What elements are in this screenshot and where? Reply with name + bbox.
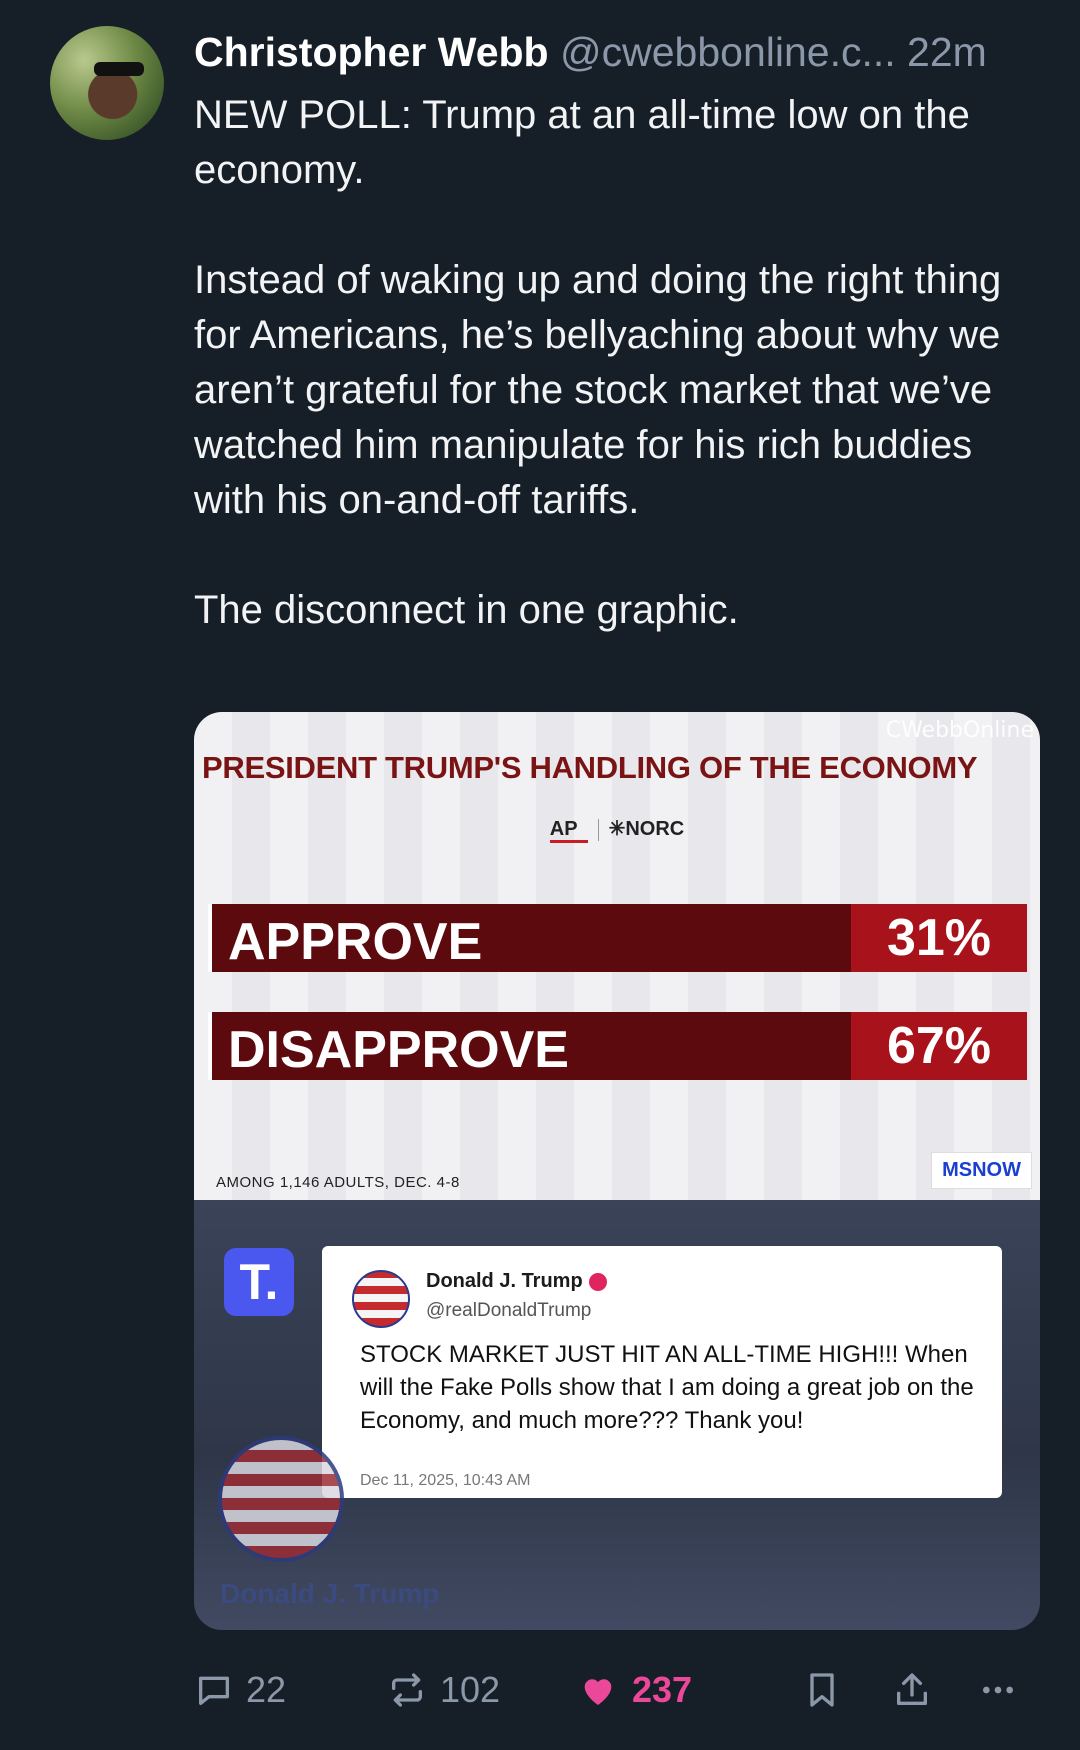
- like-count: 237: [632, 1669, 693, 1710]
- post-header: Christopher Webb @cwebbonline.c... 22m: [194, 28, 1040, 76]
- post-paragraph: Instead of waking up and doing the right…: [194, 258, 1002, 522]
- reply-button[interactable]: 22: [194, 1660, 286, 1720]
- truth-profile-avatar: [218, 1436, 344, 1562]
- action-bar: 22 102 237: [0, 1660, 1080, 1720]
- heart-icon: [584, 1679, 612, 1705]
- post-image[interactable]: CWebbOnline PRESIDENT TRUMP'S HANDLING O…: [194, 712, 1040, 1630]
- post-paragraph: The disconnect in one graphic.: [194, 588, 739, 632]
- watermark: CWebbOnline: [885, 718, 1034, 743]
- avatar-glasses: [94, 62, 144, 76]
- msnow-logo: MSNOW: [931, 1152, 1032, 1189]
- like-button[interactable]: 237: [576, 1660, 692, 1720]
- disapprove-label: DISAPPROVE: [228, 1021, 569, 1079]
- author-avatar[interactable]: [50, 26, 164, 140]
- verified-icon: [588, 1272, 607, 1291]
- poll-footnote: AMONG 1,146 ADULTS, DEC. 4-8: [216, 1174, 460, 1191]
- approve-value: 31%: [851, 904, 1027, 972]
- truth-social-logo: T.: [224, 1248, 294, 1316]
- repost-count: 102: [440, 1669, 501, 1710]
- truth-date: Dec 11, 2025, 10:43 AM: [360, 1472, 531, 1489]
- truth-social-screenshot: T. Donald J. Trump @realDonaldTrump STOC…: [194, 1200, 1040, 1630]
- repost-button[interactable]: 102: [386, 1660, 500, 1720]
- truth-profile-name: Donald J. Trump: [220, 1578, 440, 1609]
- norc-logo: ✳NORC: [608, 818, 685, 840]
- approve-label: APPROVE: [228, 913, 483, 971]
- truth-post-card: Donald J. Trump @realDonaldTrump STOCK M…: [322, 1246, 1002, 1498]
- bookmark-button[interactable]: [802, 1660, 854, 1720]
- reply-count: 22: [246, 1669, 287, 1710]
- approve-row: APPROVE 31%: [208, 904, 1027, 972]
- ap-logo: AP: [549, 818, 588, 843]
- reply-icon: [199, 1676, 229, 1705]
- truth-handle: @realDonaldTrump: [426, 1300, 592, 1321]
- poll-graphic: CWebbOnline PRESIDENT TRUMP'S HANDLING O…: [194, 712, 1040, 1200]
- poll-title: PRESIDENT TRUMP'S HANDLING OF THE ECONOM…: [202, 750, 978, 785]
- truth-author-name: Donald J. Trump: [426, 1270, 583, 1292]
- disapprove-value: 67%: [851, 1012, 1027, 1080]
- share-button[interactable]: [892, 1660, 944, 1720]
- poll-source-logos: AP ✳NORC: [194, 816, 1040, 843]
- more-button[interactable]: [976, 1660, 1032, 1720]
- truth-body: STOCK MARKET JUST HIT AN ALL-TIME HIGH!!…: [360, 1341, 974, 1434]
- more-icon: [983, 1686, 1013, 1694]
- truth-avatar: [352, 1270, 410, 1328]
- logo-divider: [597, 818, 599, 841]
- repost-icon: [392, 1673, 422, 1707]
- author-handle[interactable]: @cwebbonline.c...: [560, 29, 896, 75]
- post-time[interactable]: 22m: [907, 29, 987, 75]
- bookmark-icon: [810, 1673, 834, 1707]
- post-text: NEW POLL: Trump at an all-time low on th…: [194, 88, 1034, 638]
- share-icon: [897, 1673, 927, 1705]
- truth-author: Donald J. Trump: [426, 1270, 607, 1293]
- post-paragraph: NEW POLL: Trump at an all-time low on th…: [194, 93, 970, 192]
- disapprove-row: DISAPPROVE 67%: [208, 1012, 1027, 1080]
- author-name[interactable]: Christopher Webb: [194, 29, 549, 75]
